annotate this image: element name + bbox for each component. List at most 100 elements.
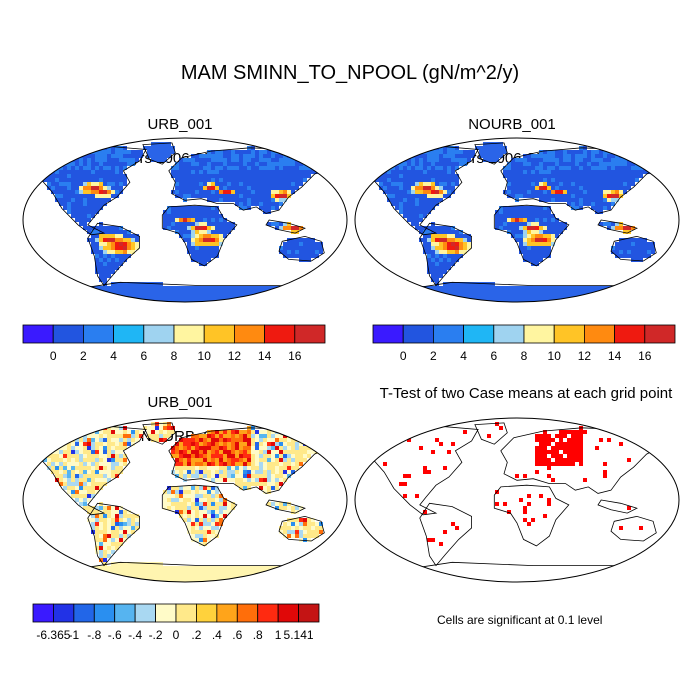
grid-cell xyxy=(215,230,219,234)
grid-cell xyxy=(59,458,63,462)
grid-cell xyxy=(227,290,231,294)
grid-cell xyxy=(551,194,555,198)
grid-cell xyxy=(215,166,219,170)
grid-cell xyxy=(135,438,139,442)
grid-cell xyxy=(631,154,635,158)
grid-cell xyxy=(299,182,303,186)
grid-cell xyxy=(99,534,103,538)
grid-cell xyxy=(423,470,427,474)
grid-cell xyxy=(407,150,411,154)
grid-cell xyxy=(59,466,63,470)
grid-cell xyxy=(71,474,75,478)
grid-cell xyxy=(451,178,455,182)
grid-cell xyxy=(267,446,271,450)
grid-cell xyxy=(311,574,315,578)
grid-cell xyxy=(619,242,623,246)
grid-cell xyxy=(551,162,555,166)
grid-cell xyxy=(427,186,431,190)
grid-cell xyxy=(187,462,191,466)
grid-cell xyxy=(191,230,195,234)
grid-cell xyxy=(47,178,51,182)
grid-cell xyxy=(147,286,151,290)
grid-cell xyxy=(87,146,91,150)
grid-cell xyxy=(111,162,115,166)
grid-cell xyxy=(211,214,215,218)
grid-cell xyxy=(471,286,475,290)
grid-cell xyxy=(559,434,563,438)
grid-cell xyxy=(291,298,295,302)
grid-cell xyxy=(103,458,107,462)
grid-cell xyxy=(103,266,107,270)
grid-cell xyxy=(215,486,219,490)
grid-cell xyxy=(115,158,119,162)
grid-cell xyxy=(319,578,323,582)
grid-cell xyxy=(599,206,603,210)
grid-cell xyxy=(639,166,643,170)
grid-cell xyxy=(267,502,271,506)
grid-cell xyxy=(175,466,179,470)
grid-cell xyxy=(383,182,387,186)
grid-cell xyxy=(551,178,555,182)
grid-cell xyxy=(215,506,219,510)
grid-cell xyxy=(83,218,87,222)
grid-cell xyxy=(503,226,507,230)
grid-cell xyxy=(539,298,543,302)
grid-cell xyxy=(235,462,239,466)
grid-cell xyxy=(463,298,467,302)
grid-cell xyxy=(519,194,523,198)
grid-cell xyxy=(87,298,91,302)
grid-cell xyxy=(51,462,55,466)
grid-cell xyxy=(239,190,243,194)
grid-cell xyxy=(427,174,431,178)
grid-cell xyxy=(395,206,399,210)
grid-cell xyxy=(115,258,119,262)
grid-cell xyxy=(303,570,307,574)
grid-cell xyxy=(515,226,519,230)
grid-cell xyxy=(623,294,627,298)
grid-cell xyxy=(119,458,123,462)
grid-cell xyxy=(115,226,119,230)
grid-cell xyxy=(103,162,107,166)
grid-cell xyxy=(215,198,219,202)
panel-title-nourb-line1: NOURB_001 xyxy=(468,116,556,133)
grid-cell xyxy=(67,190,71,194)
grid-cell xyxy=(151,150,155,154)
grid-cell xyxy=(167,222,171,226)
colorbar-tick-label: 6 xyxy=(490,349,497,363)
grid-cell xyxy=(135,154,139,158)
grid-cell xyxy=(95,254,99,258)
colorbar-box xyxy=(196,603,218,623)
grid-cell xyxy=(635,242,639,246)
grid-cell xyxy=(543,446,547,450)
grid-cell xyxy=(531,234,535,238)
grid-cell xyxy=(619,526,623,530)
grid-cell xyxy=(63,570,67,574)
grid-cell xyxy=(267,474,271,478)
grid-cell xyxy=(211,438,215,442)
grid-cell xyxy=(147,154,151,158)
grid-cell xyxy=(179,194,183,198)
grid-cell xyxy=(115,526,119,530)
grid-cell xyxy=(555,458,559,462)
grid-cell xyxy=(479,290,483,294)
grid-cell xyxy=(95,490,99,494)
grid-cell xyxy=(439,226,443,230)
grid-cell xyxy=(407,214,411,218)
grid-cell xyxy=(179,170,183,174)
grid-cell xyxy=(119,542,123,546)
grid-cell xyxy=(539,198,543,202)
grid-cell xyxy=(491,286,495,290)
grid-cell xyxy=(187,166,191,170)
grid-cell xyxy=(127,566,131,570)
grid-cell xyxy=(287,530,291,534)
grid-cell xyxy=(235,158,239,162)
grid-cell xyxy=(123,510,127,514)
grid-cell xyxy=(571,458,575,462)
grid-cell xyxy=(91,506,95,510)
grid-cell xyxy=(55,466,59,470)
grid-cell xyxy=(63,178,67,182)
grid-cell xyxy=(111,154,115,158)
grid-cell xyxy=(207,506,211,510)
grid-cell xyxy=(423,206,427,210)
grid-cell xyxy=(287,254,291,258)
